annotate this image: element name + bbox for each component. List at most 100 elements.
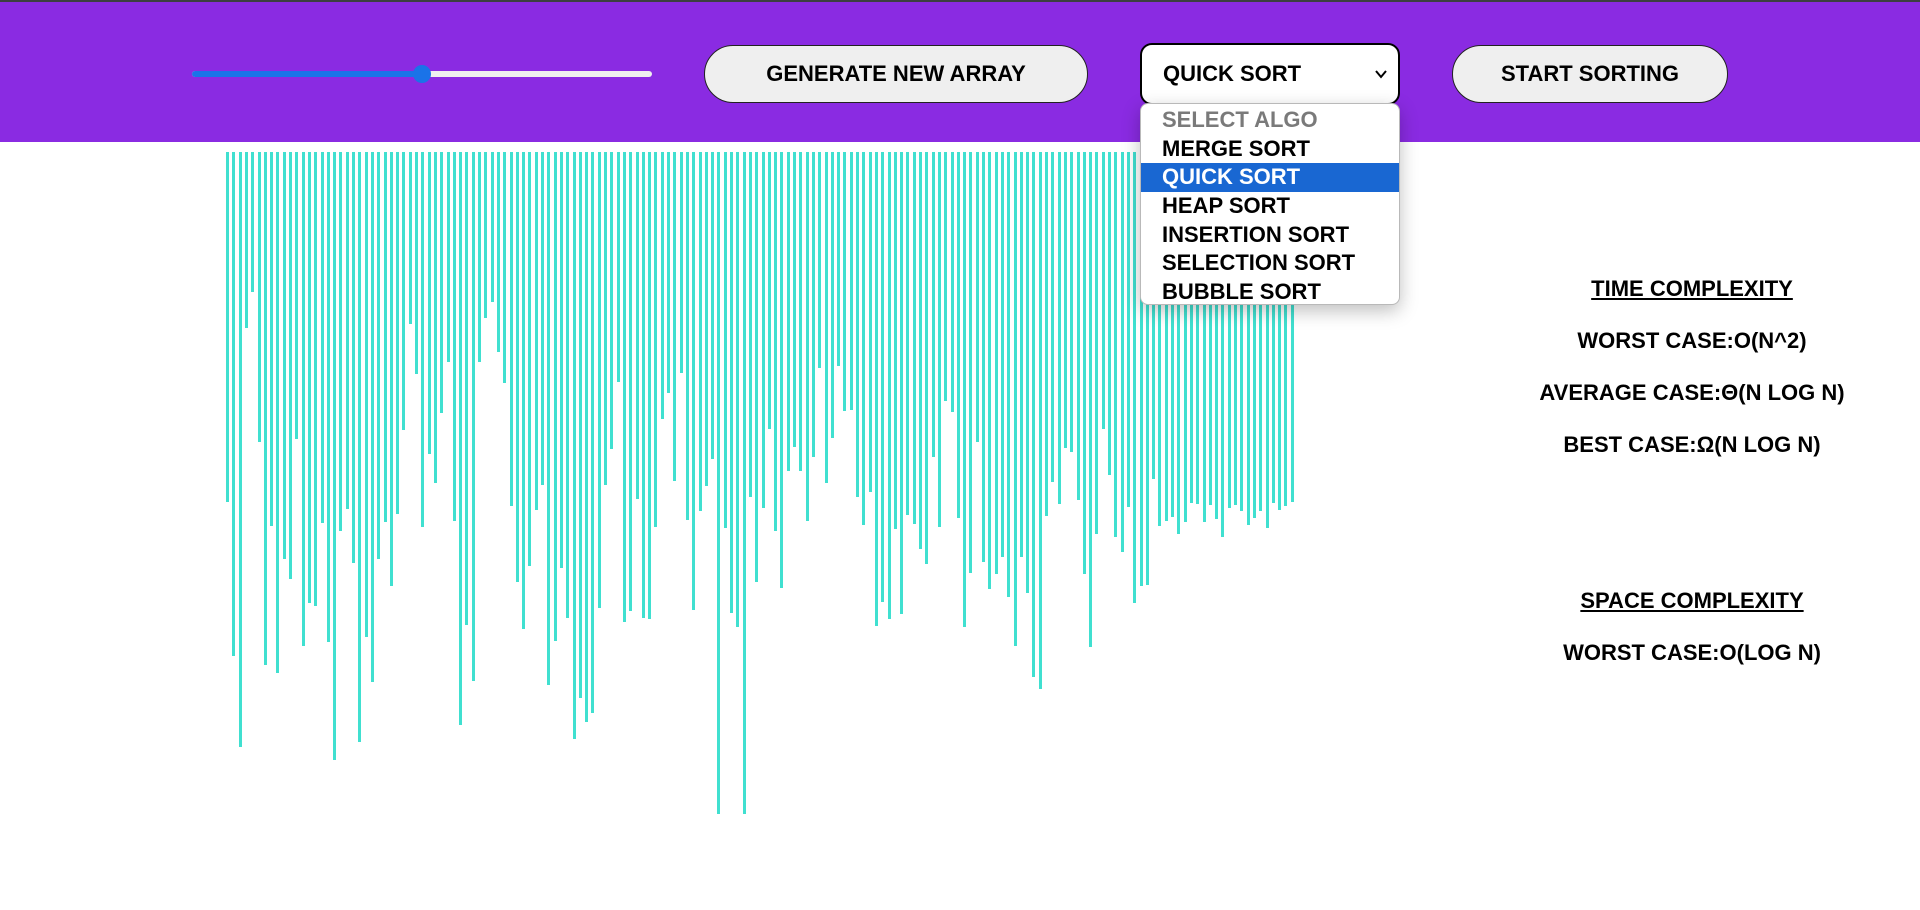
array-bar bbox=[994, 152, 998, 574]
array-bar bbox=[427, 152, 431, 454]
array-bar bbox=[711, 152, 715, 459]
array-bar bbox=[320, 152, 324, 523]
array-bar bbox=[1089, 152, 1093, 647]
array-bar bbox=[730, 152, 733, 613]
array-bar bbox=[421, 152, 425, 527]
array-bar bbox=[622, 152, 626, 622]
array-bar bbox=[937, 152, 941, 527]
array-bar bbox=[446, 152, 450, 362]
array-bar bbox=[667, 152, 670, 393]
array-bar bbox=[1120, 152, 1124, 552]
array-bar bbox=[641, 152, 645, 618]
array-bar bbox=[345, 152, 349, 509]
array-bar bbox=[1208, 152, 1212, 505]
start-sorting-button[interactable]: START SORTING bbox=[1452, 45, 1728, 103]
array-bar bbox=[314, 152, 318, 606]
array-bar bbox=[988, 152, 992, 589]
array-bar bbox=[881, 152, 885, 602]
array-bar bbox=[295, 152, 299, 439]
array-bar bbox=[1252, 152, 1256, 518]
algorithm-option[interactable]: HEAP SORT bbox=[1162, 193, 1290, 219]
array-bar bbox=[402, 152, 406, 430]
array-bar bbox=[440, 152, 444, 413]
array-bar bbox=[956, 152, 960, 518]
array-bar bbox=[811, 152, 815, 457]
algorithm-option[interactable]: BUBBLE SORT bbox=[1162, 279, 1321, 305]
array-size-slider[interactable] bbox=[192, 64, 652, 84]
array-bar bbox=[534, 152, 538, 510]
array-bar bbox=[591, 152, 595, 713]
array-bar bbox=[578, 152, 582, 698]
array-bar bbox=[799, 152, 803, 471]
array-bar bbox=[975, 152, 979, 442]
array-bar bbox=[723, 152, 727, 528]
array-bar bbox=[541, 152, 544, 485]
array-bar bbox=[950, 152, 954, 412]
array-bar bbox=[925, 152, 929, 564]
array-bar bbox=[919, 152, 922, 549]
array-bar bbox=[1013, 152, 1017, 646]
array-bar bbox=[333, 152, 337, 760]
array-bar bbox=[1215, 152, 1219, 519]
array-bar bbox=[566, 152, 570, 618]
slider-thumb[interactable] bbox=[413, 65, 431, 83]
algorithm-select[interactable]: QUICK SORT bbox=[1140, 43, 1400, 105]
array-bar bbox=[1246, 152, 1250, 525]
array-bar bbox=[251, 152, 255, 292]
array-bar bbox=[1164, 152, 1168, 521]
array-bar bbox=[824, 152, 828, 483]
algorithm-option[interactable]: INSERTION SORT bbox=[1162, 221, 1350, 247]
algorithm-option: SELECT ALGO bbox=[1162, 107, 1318, 132]
chevron-down-icon bbox=[1375, 70, 1387, 79]
array-bar bbox=[969, 152, 973, 573]
array-bars-visualization bbox=[0, 152, 1920, 852]
array-bar bbox=[553, 152, 557, 641]
array-bar bbox=[238, 152, 242, 747]
array-bar bbox=[862, 152, 866, 525]
generate-new-array-button[interactable]: GENERATE NEW ARRAY bbox=[704, 45, 1088, 103]
array-bar bbox=[629, 152, 633, 611]
array-bar bbox=[767, 152, 771, 429]
array-bar bbox=[1145, 152, 1149, 585]
array-bar bbox=[1177, 152, 1181, 534]
array-bar bbox=[1019, 152, 1023, 557]
array-bar bbox=[673, 152, 677, 481]
array-bar bbox=[1000, 152, 1004, 557]
array-bar bbox=[257, 152, 261, 442]
array-bar bbox=[963, 152, 967, 627]
algorithm-option[interactable]: MERGE SORT bbox=[1162, 135, 1310, 161]
array-bar bbox=[433, 152, 437, 483]
array-bar bbox=[679, 152, 683, 373]
array-bar bbox=[452, 152, 456, 521]
array-bar bbox=[1240, 152, 1244, 511]
array-bar bbox=[1290, 152, 1294, 502]
array-bar bbox=[585, 152, 589, 722]
array-bar bbox=[856, 152, 859, 497]
array-bar bbox=[1051, 152, 1055, 482]
algorithm-dropdown-list: SELECT ALGO MERGE SORT QUICK SORT HEAP SORT… bbox=[1140, 103, 1400, 305]
array-bar bbox=[761, 152, 765, 508]
array-bar bbox=[326, 152, 330, 642]
array-bar bbox=[1057, 152, 1061, 504]
algorithm-option[interactable]: QUICK SORT bbox=[1141, 163, 1399, 193]
array-bar bbox=[484, 152, 488, 318]
array-bar bbox=[352, 152, 355, 563]
array-bar bbox=[301, 152, 305, 646]
algorithm-select-value: QUICK SORT bbox=[1163, 61, 1302, 86]
array-bar bbox=[704, 152, 708, 486]
array-bar bbox=[893, 152, 897, 529]
array-bar bbox=[774, 152, 778, 531]
array-bar bbox=[887, 152, 891, 619]
array-bar bbox=[685, 152, 689, 520]
array-bar bbox=[1032, 152, 1036, 677]
time-worst-case: WORST CASE:O(N^2) bbox=[1577, 328, 1807, 353]
array-bar bbox=[572, 152, 576, 739]
array-bar bbox=[818, 152, 822, 368]
array-bar bbox=[559, 152, 563, 568]
algorithm-option[interactable]: SELECTION SORT bbox=[1162, 250, 1356, 276]
array-bar bbox=[377, 152, 381, 559]
array-bar bbox=[244, 152, 248, 328]
array-bar bbox=[698, 152, 702, 511]
array-bar bbox=[1126, 152, 1130, 507]
array-bar bbox=[496, 152, 500, 352]
